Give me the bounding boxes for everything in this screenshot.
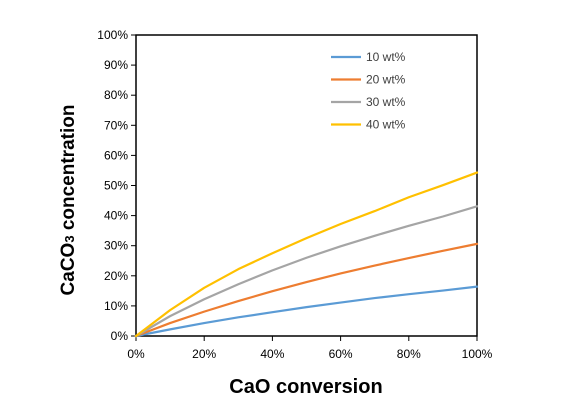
x-tick-label: 60% [329,347,353,361]
series-line [134,242,479,338]
y-axis-title-main: CaCO [58,243,79,296]
y-axis-title-rest: concentration [58,105,79,236]
legend-label: 20 wt% [366,73,406,87]
x-tick-label: 80% [397,347,421,361]
y-tick-label: 70% [104,118,128,132]
y-axis-title: CaCO3 concentration [58,105,79,296]
y-axis-title-subscript: 3 [62,235,77,242]
y-tick-label: 30% [104,239,128,253]
x-tick-label: 20% [192,347,216,361]
y-tick-label: 100% [97,28,128,42]
legend-label: 30 wt% [366,95,406,109]
x-axis-title: CaO conversion [229,376,382,398]
y-tick-label: 80% [104,88,128,102]
y-tick-label: 90% [104,58,128,72]
y-tick-label: 50% [104,179,128,193]
x-tick-label: 40% [260,347,284,361]
x-tick-label: 100% [462,347,493,361]
series-line [134,285,479,338]
y-tick-label: 60% [104,148,128,162]
y-tick-label: 10% [104,299,128,313]
legend-label: 10 wt% [366,50,406,64]
series-line [134,171,479,338]
y-tick-label: 0% [111,329,129,343]
legend-label: 40 wt% [366,118,406,132]
x-tick-label: 0% [127,347,145,361]
series-line [134,205,479,338]
y-tick-label: 40% [104,209,128,223]
y-tick-label: 20% [104,269,128,283]
